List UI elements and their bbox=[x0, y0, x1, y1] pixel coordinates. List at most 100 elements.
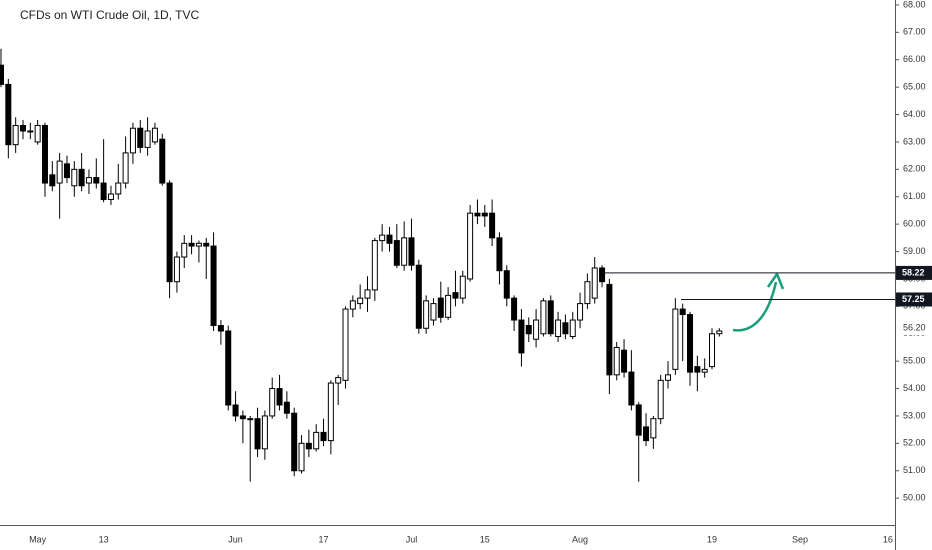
price-label-box bbox=[896, 292, 932, 307]
plot-area bbox=[0, 48, 723, 482]
x-tick-label: Jul bbox=[406, 534, 418, 544]
candle-body bbox=[100, 182, 107, 200]
candle-body bbox=[349, 300, 356, 310]
candle-body bbox=[716, 330, 723, 335]
candle-body bbox=[569, 319, 576, 337]
candle-body bbox=[452, 292, 459, 299]
candle-body bbox=[393, 240, 400, 266]
candle-body bbox=[613, 346, 620, 376]
y-tick-label: 66.00 bbox=[903, 54, 926, 64]
x-tick-label: 13 bbox=[99, 534, 109, 544]
candle-body bbox=[291, 412, 298, 472]
candle-body bbox=[63, 163, 70, 179]
x-tick-label: Aug bbox=[572, 534, 588, 544]
candle-body bbox=[650, 418, 657, 439]
candle-body bbox=[357, 297, 364, 305]
candle-body bbox=[621, 349, 628, 373]
candle-body bbox=[335, 377, 342, 384]
candle-body bbox=[445, 294, 452, 318]
candle-body bbox=[635, 404, 642, 436]
y-tick-label: 65.00 bbox=[903, 82, 926, 92]
candle-body bbox=[701, 368, 708, 373]
candle-body bbox=[247, 418, 254, 421]
price-label: 58.22 bbox=[902, 267, 925, 277]
candle-body bbox=[371, 240, 378, 291]
candle-body bbox=[12, 124, 19, 146]
candle-body bbox=[511, 297, 518, 321]
projection-arrow bbox=[732, 281, 778, 332]
y-tick-label: 51.00 bbox=[903, 465, 926, 475]
x-tick-label: 15 bbox=[480, 534, 490, 544]
y-tick-label: 52.00 bbox=[903, 438, 926, 448]
candle-body bbox=[379, 234, 386, 242]
candle-body bbox=[195, 242, 202, 247]
last-price-box bbox=[896, 321, 932, 336]
y-tick-label: 61.00 bbox=[903, 191, 926, 201]
candle-body bbox=[137, 127, 144, 148]
y-tick-label: 64.00 bbox=[903, 109, 926, 119]
candle-body bbox=[173, 256, 180, 283]
candle-body bbox=[276, 388, 283, 406]
x-tick-label: Sep bbox=[792, 534, 808, 544]
candle-body bbox=[503, 270, 510, 299]
candle-body bbox=[27, 130, 34, 133]
y-tick-label: 50.00 bbox=[903, 493, 926, 503]
candle-body bbox=[342, 308, 349, 381]
x-tick-label: 16 bbox=[883, 534, 893, 544]
candle-body bbox=[210, 245, 217, 327]
candle-body bbox=[0, 64, 4, 85]
y-tick-label: 68.00 bbox=[903, 0, 926, 9]
y-tick-label: 63.00 bbox=[903, 136, 926, 146]
candle-body bbox=[547, 300, 554, 335]
candle-body bbox=[305, 442, 312, 450]
candle-body bbox=[327, 382, 334, 442]
candle-body bbox=[643, 426, 650, 442]
candle-body bbox=[555, 319, 562, 337]
candle-body bbox=[423, 300, 430, 329]
candle-body bbox=[320, 431, 327, 442]
candle-body bbox=[239, 415, 246, 420]
candle-body bbox=[71, 168, 78, 187]
chart-title: CFDs on WTI Crude Oil, 1D, TVC bbox=[20, 8, 199, 22]
candle-body bbox=[481, 212, 488, 217]
candle-body bbox=[34, 124, 41, 143]
candle-body bbox=[203, 242, 210, 247]
candle-body bbox=[599, 267, 606, 283]
candle-body bbox=[19, 124, 26, 132]
candle-body bbox=[217, 325, 224, 332]
y-tick-label: 62.00 bbox=[903, 164, 926, 174]
candle-body bbox=[474, 212, 481, 217]
y-tick-label: 59.00 bbox=[903, 246, 926, 256]
price-label: 57.25 bbox=[902, 294, 925, 304]
candle-body bbox=[533, 319, 540, 340]
candle-body bbox=[687, 314, 694, 373]
candle-body bbox=[144, 130, 151, 148]
candle-body bbox=[41, 124, 48, 184]
candle-body bbox=[577, 303, 584, 321]
x-tick-label: Jun bbox=[228, 534, 243, 544]
candle-body bbox=[430, 303, 437, 321]
candle-body bbox=[298, 442, 305, 472]
price-label-box bbox=[896, 265, 932, 280]
candle-body bbox=[679, 308, 686, 316]
candle-body bbox=[261, 415, 268, 450]
y-tick-label: 60.00 bbox=[903, 219, 926, 229]
candle-body bbox=[415, 264, 422, 329]
candle-body bbox=[56, 160, 63, 184]
x-tick-label: May bbox=[29, 534, 47, 544]
candle-body bbox=[232, 404, 239, 417]
candle-body bbox=[151, 127, 158, 143]
candle-body bbox=[181, 242, 188, 258]
candle-body bbox=[254, 418, 261, 450]
last-price-label: 56.20 bbox=[903, 323, 926, 333]
candle-body bbox=[606, 283, 613, 376]
candle-body bbox=[584, 281, 591, 305]
candle-body bbox=[283, 401, 290, 414]
candle-body bbox=[386, 234, 393, 244]
candle-body bbox=[437, 297, 444, 318]
x-tick-label: 17 bbox=[319, 534, 329, 544]
y-tick-label: 53.00 bbox=[903, 410, 926, 420]
candle-body bbox=[657, 379, 664, 420]
candle-body bbox=[122, 152, 129, 184]
